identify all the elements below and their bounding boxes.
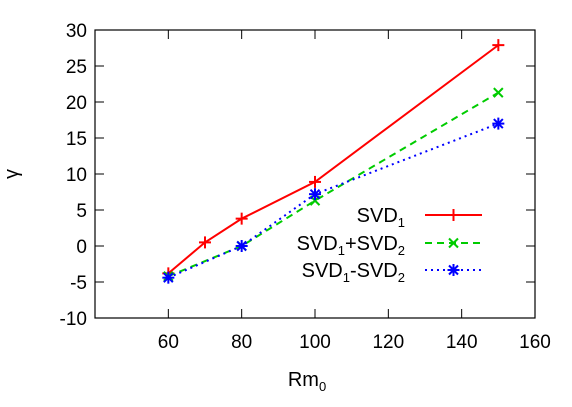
x-axis-label-main: Rm xyxy=(288,369,319,391)
series-1-point xyxy=(235,212,248,225)
marker-stroke xyxy=(448,237,459,249)
series-layer xyxy=(162,39,505,284)
legend-label-subscript: 1 xyxy=(338,243,345,258)
y-tick-label: -5 xyxy=(70,273,87,294)
series-1-point xyxy=(309,175,321,188)
y-tick-label: 30 xyxy=(66,21,87,42)
series-3-point xyxy=(309,188,321,201)
y-tick-label: -10 xyxy=(60,309,87,330)
x-tick-label: 80 xyxy=(231,332,252,353)
series-2-point xyxy=(493,87,504,98)
y-axis-label: γ xyxy=(1,169,23,179)
marker-stroke xyxy=(163,272,174,283)
x-tick-label: 60 xyxy=(158,332,179,353)
marker-stroke xyxy=(236,240,247,252)
legend-label-subscript: 2 xyxy=(398,243,405,258)
x-tick-label: 120 xyxy=(372,332,404,353)
legend-label-subscript: 1 xyxy=(343,270,350,285)
x-tick-label: 160 xyxy=(519,332,551,353)
marker-stroke xyxy=(493,87,504,98)
x-axis-label-subscript: 0 xyxy=(319,379,326,394)
y-tick-label: 5 xyxy=(76,201,87,222)
y-tick-label: 0 xyxy=(76,237,87,258)
legend-marker-3 xyxy=(447,264,460,276)
series-1-point xyxy=(199,236,211,249)
marker-stroke xyxy=(493,118,504,129)
series-3-point xyxy=(492,117,505,130)
legend-label-3: SVD1-SVD2 xyxy=(302,260,405,285)
y-tick-label: 20 xyxy=(66,93,87,114)
series-3-point xyxy=(162,271,175,284)
plot-area: -10 -5 0 5 10 15 20 25 30 60 80 100 120 140 160 xyxy=(60,21,551,353)
series-line-2 xyxy=(167,91,499,278)
y-tick-label: 10 xyxy=(66,165,87,186)
series-1-point xyxy=(492,39,505,52)
legend-label-subscript: 1 xyxy=(398,215,405,230)
legend-label-part: -SVD xyxy=(350,260,398,282)
y-tick-label: 25 xyxy=(66,57,87,78)
x-tick-label: 140 xyxy=(446,332,478,353)
legend-label-2: SVD1+SVD2 xyxy=(297,233,405,258)
legend-label-part: SVD xyxy=(302,260,343,282)
marker-stroke xyxy=(309,188,321,200)
legend-label-subscript: 2 xyxy=(398,270,405,285)
legend-label-part: +SVD xyxy=(345,233,398,255)
legend-label-part: SVD xyxy=(297,233,338,255)
x-axis-label: Rm0 xyxy=(288,369,326,394)
y-tick-label: 15 xyxy=(66,129,87,150)
series-3-point xyxy=(235,240,248,252)
marker-stroke xyxy=(448,264,459,276)
legend-label-1: SVD1 xyxy=(357,205,405,230)
legend-marker-1 xyxy=(447,209,460,221)
legend-label-part: SVD xyxy=(357,205,398,227)
x-tick-label: 100 xyxy=(299,332,331,353)
legend-marker-2 xyxy=(448,237,459,249)
